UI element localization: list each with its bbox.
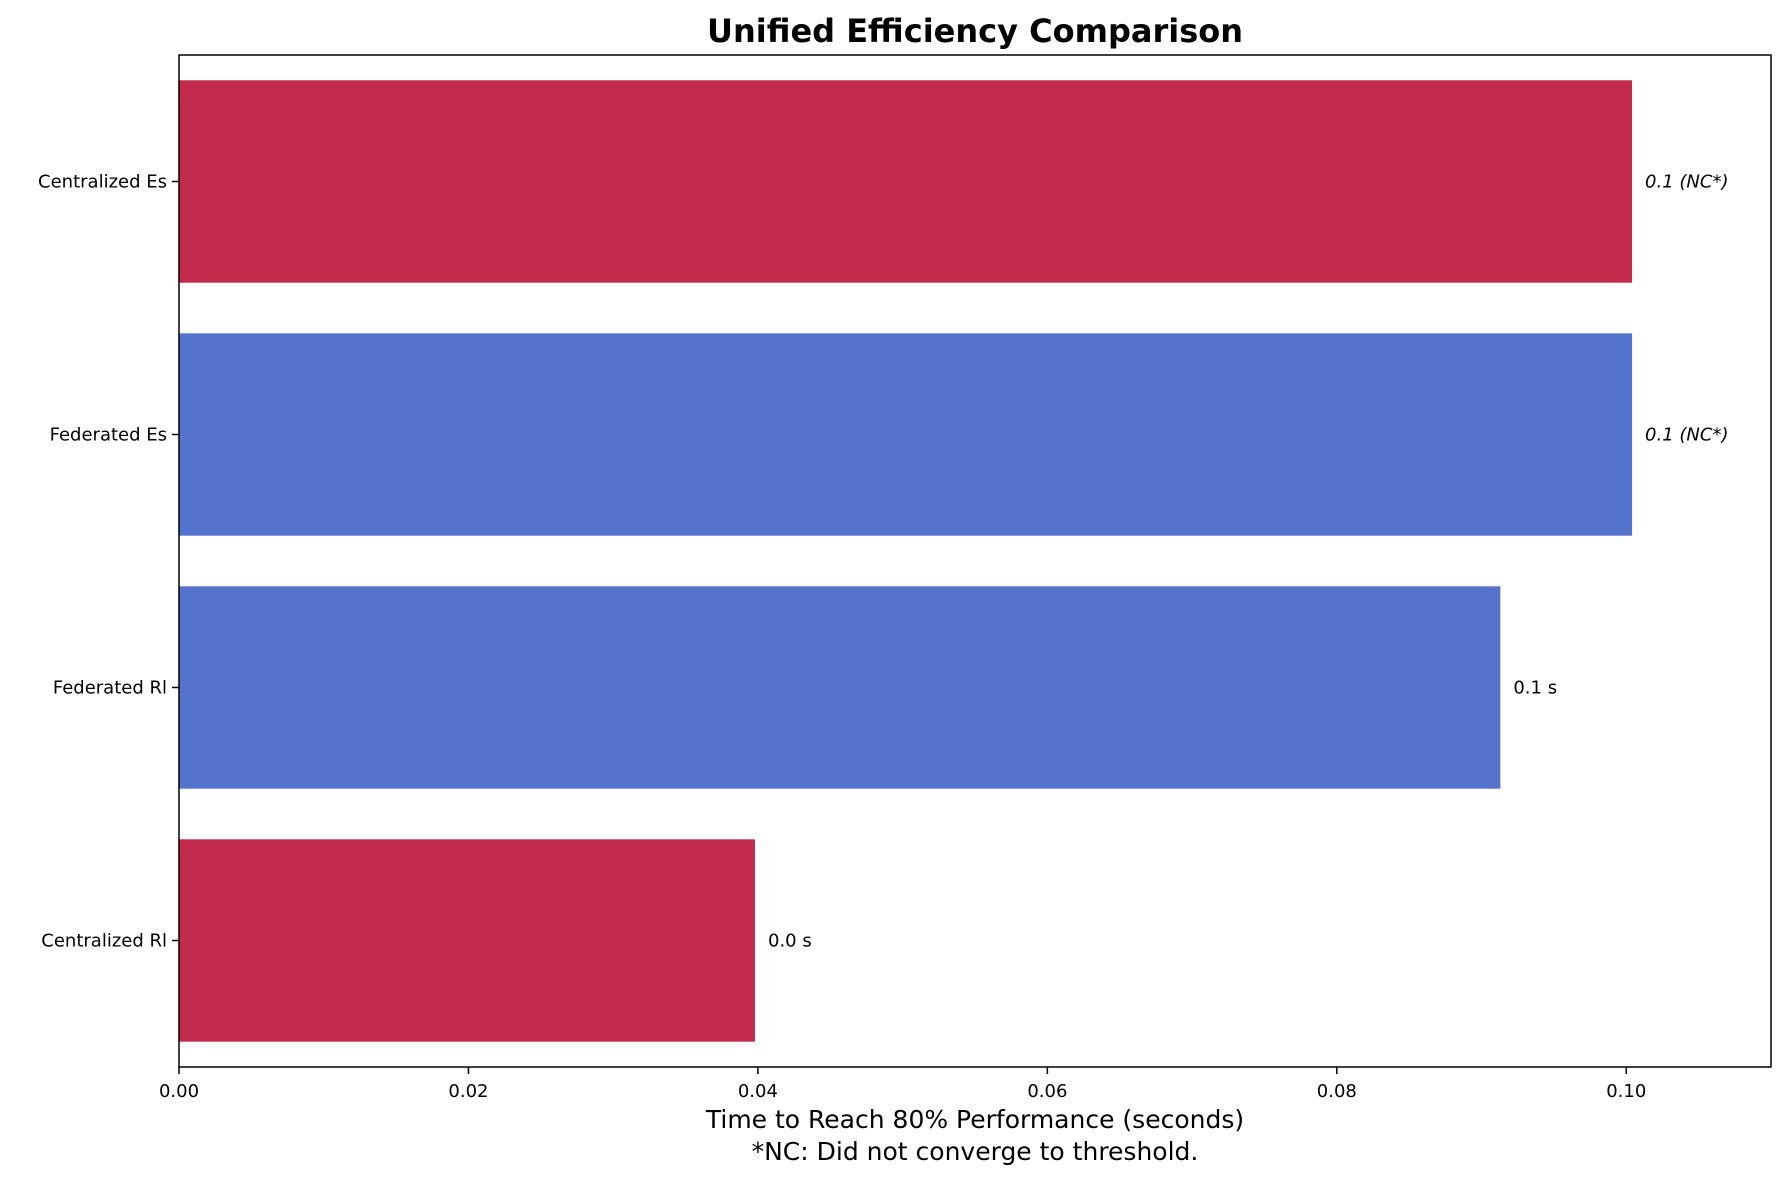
x-axis-label: Time to Reach 80% Performance (seconds) <box>705 1105 1244 1134</box>
bar-value-label-centralized-rl: 0.0 s <box>768 931 812 952</box>
x-tick-label: 0.06 <box>1027 1081 1067 1102</box>
y-tick-label-federated-es: Federated Es <box>50 425 167 446</box>
x-axis: 0.00 0.02 0.04 0.06 0.08 0.10 <box>159 1067 1646 1102</box>
bar-value-label-federated-rl: 0.1 s <box>1513 678 1557 699</box>
x-tick-label: 0.08 <box>1317 1081 1357 1102</box>
bars-group <box>179 80 1633 1042</box>
bar-value-label-centralized-es: 0.1 (NC*) <box>1645 172 1728 193</box>
x-tick-label: 0.10 <box>1606 1081 1646 1102</box>
bar-value-label-federated-es: 0.1 (NC*) <box>1645 425 1728 446</box>
chart-title: Unified Efficiency Comparison <box>707 12 1243 50</box>
bar-value-labels: 0.1 (NC*) 0.1 (NC*) 0.1 s 0.0 s <box>768 172 1728 952</box>
x-tick-label: 0.00 <box>159 1081 199 1102</box>
bar-federated-rl <box>179 586 1501 789</box>
bar-centralized-es <box>179 80 1633 283</box>
bar-federated-es <box>179 333 1633 536</box>
y-axis: Centralized Es Federated Es Federated Rl Ce… <box>38 172 179 952</box>
footnote-nc: *NC: Did not converge to threshold. <box>752 1137 1199 1166</box>
x-tick-label: 0.02 <box>448 1081 488 1102</box>
x-tick-label: 0.04 <box>738 1081 778 1102</box>
y-tick-label-centralized-es: Centralized Es <box>38 172 167 193</box>
y-tick-label-centralized-rl: Centralized Rl <box>41 931 167 952</box>
plot-area-frame <box>178 54 1772 1068</box>
y-tick-label-federated-rl: Federated Rl <box>53 678 167 699</box>
bar-centralized-rl <box>179 839 756 1042</box>
